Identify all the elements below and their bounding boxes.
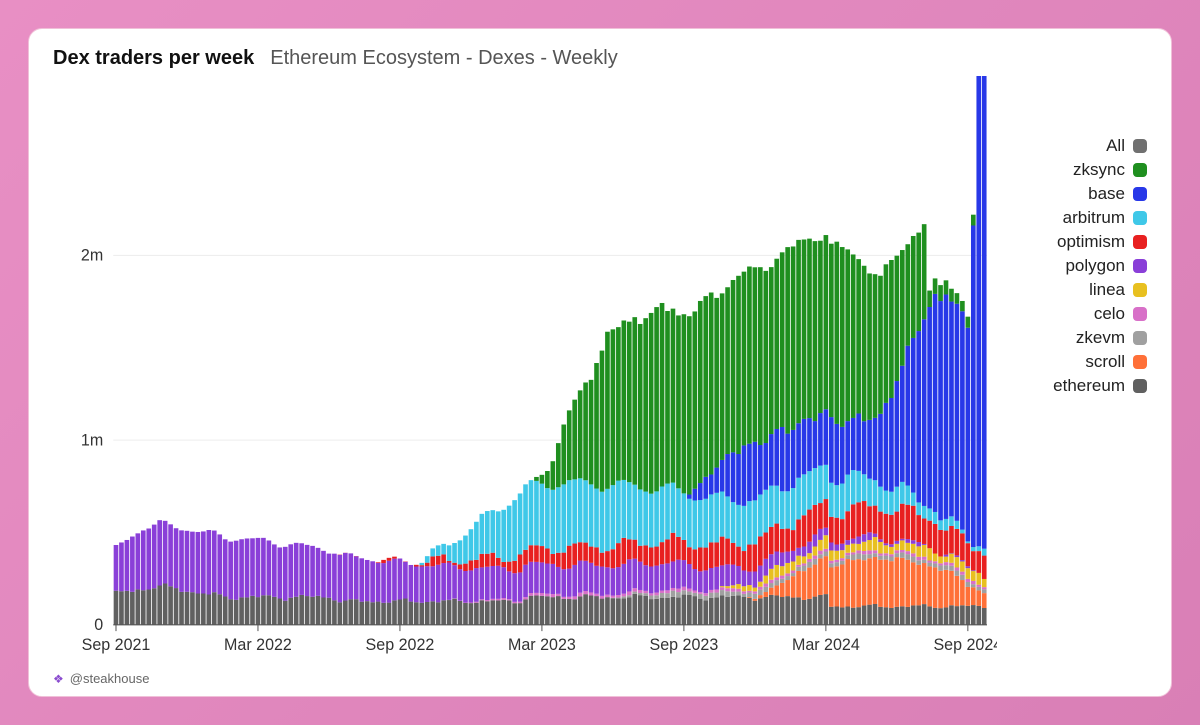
legend-label: optimism — [1057, 232, 1125, 252]
legend-item-celo[interactable]: celo — [1015, 304, 1147, 324]
svg-text:2m: 2m — [81, 246, 103, 264]
svg-text:Sep 2023: Sep 2023 — [650, 636, 719, 654]
svg-text:0: 0 — [94, 616, 103, 634]
legend-label: arbitrum — [1063, 208, 1125, 228]
legend-label: scroll — [1085, 352, 1125, 372]
svg-text:Sep 2021: Sep 2021 — [82, 636, 151, 654]
legend-swatch — [1133, 163, 1147, 177]
legend-label: All — [1106, 136, 1125, 156]
legend-item-base[interactable]: base — [1015, 184, 1147, 204]
chart-card: Dex traders per week Ethereum Ecosystem … — [28, 28, 1172, 697]
legend-item-ethereum[interactable]: ethereum — [1015, 376, 1147, 396]
legend-label: zksync — [1073, 160, 1125, 180]
legend-swatch — [1133, 139, 1147, 153]
legend-swatch — [1133, 235, 1147, 249]
legend-label: ethereum — [1053, 376, 1125, 396]
chart-footer: ❖ @steakhouse — [53, 671, 1147, 686]
legend-item-all[interactable]: All — [1015, 136, 1147, 156]
legend-label: zkevm — [1076, 328, 1125, 348]
legend-swatch — [1133, 379, 1147, 393]
chart-wrap: 0 1m 2m Sep 2021 Mar 2022 Sep 2022 Mar 2023 Sep… — [53, 76, 1147, 667]
chart-subtitle: Ethereum Ecosystem - Dexes - Weekly — [270, 47, 618, 70]
legend-swatch — [1133, 307, 1147, 321]
legend-item-zkevm[interactable]: zkevm — [1015, 328, 1147, 348]
legend-label: linea — [1089, 280, 1125, 300]
svg-text:1m: 1m — [81, 431, 103, 449]
legend-item-arbitrum[interactable]: arbitrum — [1015, 208, 1147, 228]
logo-icon: ❖ — [53, 672, 64, 686]
title-row: Dex traders per week Ethereum Ecosystem … — [53, 47, 1147, 70]
legend-item-zksync[interactable]: zksync — [1015, 160, 1147, 180]
plot-area: 0 1m 2m Sep 2021 Mar 2022 Sep 2022 Mar 2023 Sep… — [53, 76, 997, 667]
chart-title: Dex traders per week — [53, 47, 254, 70]
svg-text:Mar 2024: Mar 2024 — [792, 636, 860, 654]
legend-swatch — [1133, 211, 1147, 225]
legend-label: base — [1088, 184, 1125, 204]
legend-item-polygon[interactable]: polygon — [1015, 256, 1147, 276]
legend: All zksync base arbitrum optimism polygon line… — [997, 76, 1147, 667]
legend-swatch — [1133, 259, 1147, 273]
svg-text:Mar 2022: Mar 2022 — [224, 636, 292, 654]
legend-swatch — [1133, 283, 1147, 297]
svg-text:Mar 2023: Mar 2023 — [508, 636, 576, 654]
legend-swatch — [1133, 355, 1147, 369]
legend-swatch — [1133, 331, 1147, 345]
legend-item-scroll[interactable]: scroll — [1015, 352, 1147, 372]
svg-text:Sep 2022: Sep 2022 — [366, 636, 435, 654]
legend-label: celo — [1094, 304, 1125, 324]
legend-swatch — [1133, 187, 1147, 201]
footer-handle: @steakhouse — [70, 671, 150, 686]
legend-label: polygon — [1065, 256, 1125, 276]
svg-text:Sep 2024: Sep 2024 — [933, 636, 997, 654]
legend-item-linea[interactable]: linea — [1015, 280, 1147, 300]
legend-item-optimism[interactable]: optimism — [1015, 232, 1147, 252]
stacked-bar-chart: 0 1m 2m Sep 2021 Mar 2022 Sep 2022 Mar 2023 Sep… — [53, 76, 997, 667]
